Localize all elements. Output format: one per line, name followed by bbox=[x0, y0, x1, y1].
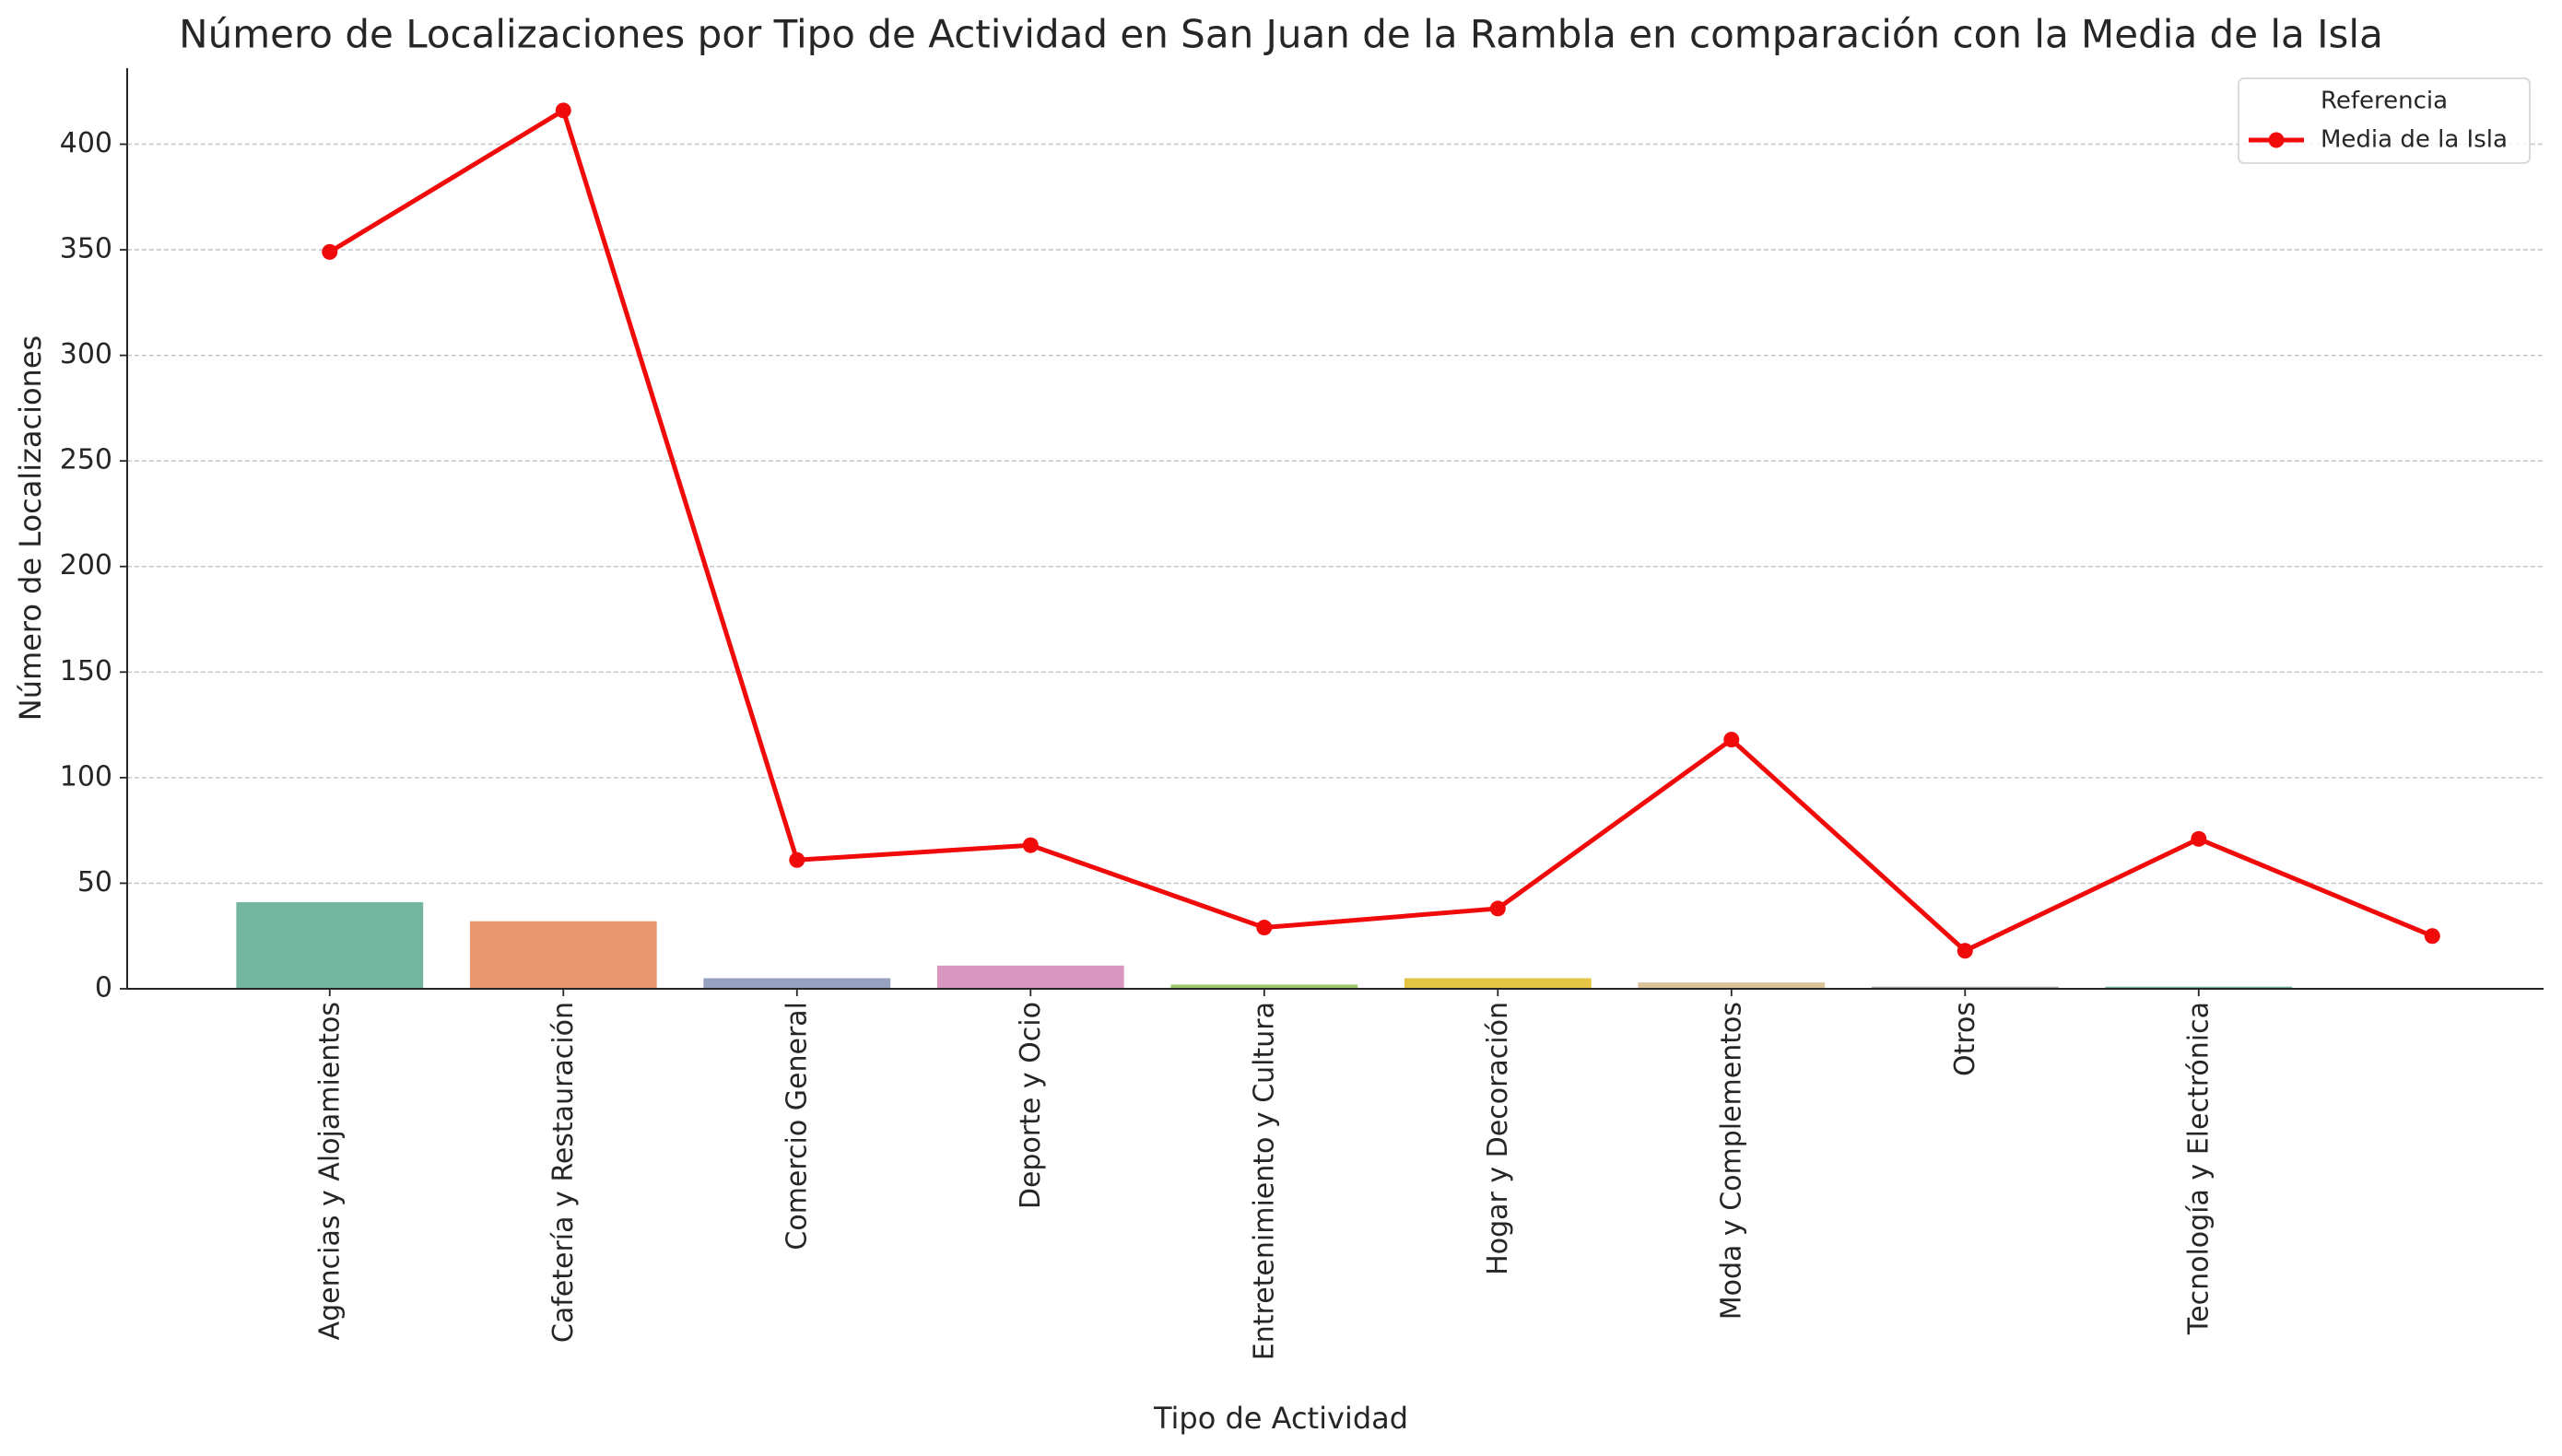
x-tick-label: Entretenimiento y Cultura bbox=[1248, 1002, 1280, 1360]
y-axis-label: Número de Localizaciones bbox=[13, 335, 48, 721]
bar bbox=[936, 965, 1124, 989]
line-point bbox=[1022, 837, 1039, 853]
line-point bbox=[789, 851, 805, 868]
x-axis-label: Tipo de Actividad bbox=[1153, 1401, 1408, 1436]
x-tick-label: Hogar y Decoración bbox=[1482, 1002, 1514, 1275]
line-point bbox=[1489, 900, 1506, 917]
legend-title: Referencia bbox=[2321, 88, 2448, 115]
x-tick-label: Cafetería y Restauración bbox=[547, 1002, 580, 1343]
bar bbox=[469, 921, 657, 989]
line-point bbox=[2191, 830, 2207, 847]
chart-title: Número de Localizaciones por Tipo de Act… bbox=[179, 12, 2383, 57]
line-point bbox=[2424, 928, 2440, 945]
line-point bbox=[555, 102, 571, 119]
y-tick-label: 50 bbox=[77, 866, 112, 898]
bar bbox=[1638, 982, 1826, 989]
y-tick-label: 350 bbox=[60, 233, 112, 265]
line-point bbox=[1256, 920, 1273, 936]
x-tick-label: Comercio General bbox=[781, 1002, 813, 1251]
x-tick-label: Agencias y Alojamientos bbox=[313, 1002, 346, 1340]
x-tick-label: Deporte y Ocio bbox=[1015, 1002, 1047, 1209]
line-point bbox=[1957, 943, 1973, 959]
bar bbox=[1170, 984, 1358, 989]
bar bbox=[1404, 978, 1592, 989]
line-point bbox=[322, 243, 338, 260]
y-tick-label: 100 bbox=[60, 760, 112, 793]
y-tick-label: 0 bbox=[95, 972, 112, 1004]
legend-label: Media de la Isla bbox=[2321, 126, 2508, 154]
bar bbox=[703, 978, 891, 989]
legend-marker bbox=[2268, 132, 2285, 148]
y-tick-label: 200 bbox=[60, 549, 112, 581]
y-tick-label: 250 bbox=[60, 444, 112, 476]
x-tick-label: Moda y Complementos bbox=[1715, 1002, 1747, 1320]
bar bbox=[1871, 986, 2059, 989]
x-tick-label: Otros bbox=[1949, 1002, 1981, 1076]
bar bbox=[2105, 986, 2293, 989]
bar bbox=[236, 902, 424, 989]
x-tick-label: Tecnología y Electrónica bbox=[2182, 1002, 2215, 1335]
y-tick-label: 150 bbox=[60, 655, 112, 687]
legend-box bbox=[2238, 77, 2531, 164]
y-tick-label: 300 bbox=[60, 338, 112, 370]
line-series bbox=[328, 108, 2434, 954]
line-point bbox=[1723, 732, 1740, 748]
y-tick-label: 400 bbox=[60, 127, 112, 159]
